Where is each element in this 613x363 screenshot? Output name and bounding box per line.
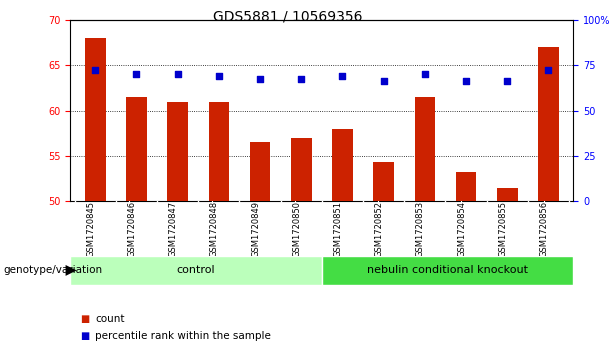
Point	[338, 73, 348, 79]
Point	[90, 67, 100, 73]
Bar	[70, 256, 322, 285]
Polygon shape	[66, 265, 77, 276]
Bar	[332, 129, 352, 363]
Text: GSM1720850: GSM1720850	[292, 201, 301, 257]
Text: percentile rank within the sample: percentile rank within the sample	[95, 331, 271, 341]
Bar	[373, 162, 394, 363]
Text: nebulin conditional knockout: nebulin conditional knockout	[367, 265, 528, 276]
Text: count: count	[95, 314, 124, 325]
Text: GSM1720851: GSM1720851	[333, 201, 343, 257]
Point	[296, 76, 306, 82]
Point	[379, 78, 389, 83]
Text: GSM1720854: GSM1720854	[457, 201, 466, 257]
Text: GSM1720845: GSM1720845	[86, 201, 95, 257]
Point	[461, 78, 471, 83]
Bar	[538, 47, 558, 363]
Text: genotype/variation: genotype/variation	[3, 265, 102, 276]
Point	[502, 78, 512, 83]
Text: GSM1720852: GSM1720852	[375, 201, 384, 257]
Point	[420, 72, 430, 77]
Text: GSM1720853: GSM1720853	[416, 201, 425, 257]
Bar	[85, 38, 105, 363]
Text: ■: ■	[80, 314, 89, 325]
Text: GSM1720848: GSM1720848	[210, 201, 219, 257]
Bar	[322, 256, 573, 285]
Bar	[167, 102, 188, 363]
Point	[173, 72, 183, 77]
Text: GSM1720847: GSM1720847	[169, 201, 178, 257]
Point	[132, 72, 142, 77]
Text: control: control	[177, 265, 216, 276]
Point	[544, 67, 554, 73]
Bar	[414, 97, 435, 363]
Bar	[208, 102, 229, 363]
Point	[255, 76, 265, 82]
Text: GSM1720846: GSM1720846	[128, 201, 137, 257]
Text: GDS5881 / 10569356: GDS5881 / 10569356	[213, 9, 363, 23]
Bar	[291, 138, 311, 363]
Point	[214, 73, 224, 79]
Text: GSM1720849: GSM1720849	[251, 201, 260, 257]
Bar	[249, 142, 270, 363]
Text: GSM1720856: GSM1720856	[539, 201, 549, 257]
Text: ■: ■	[80, 331, 89, 341]
Text: GSM1720855: GSM1720855	[498, 201, 507, 257]
Bar	[497, 188, 517, 363]
Bar	[455, 171, 476, 363]
Bar	[126, 97, 147, 363]
